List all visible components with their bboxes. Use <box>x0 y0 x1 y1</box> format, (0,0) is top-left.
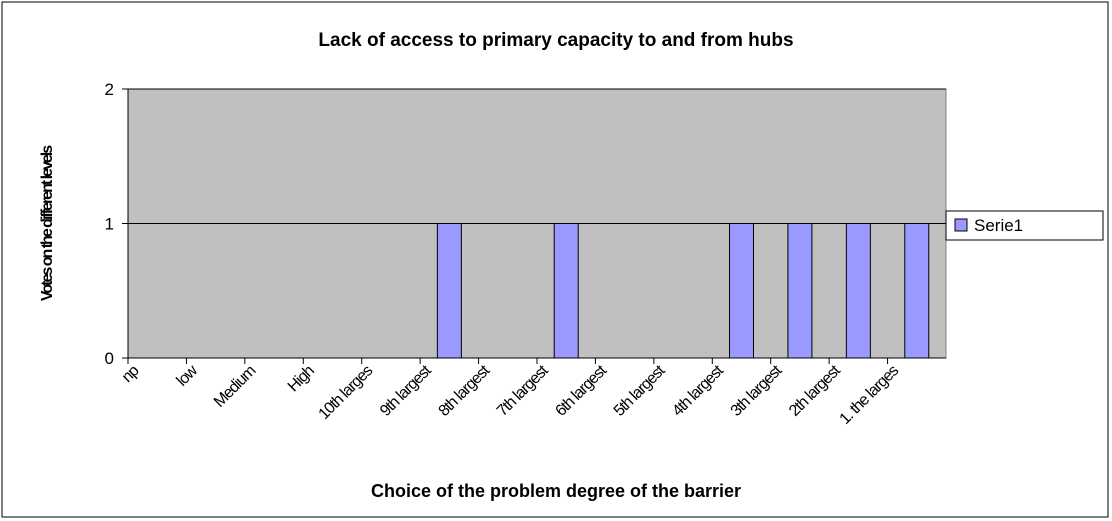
chart-title: Lack of access to primary capacity to an… <box>318 30 793 51</box>
legend: Serie1 <box>945 210 1104 241</box>
y-tick-label: 1 <box>105 215 114 234</box>
y-tick-label: 0 <box>105 349 114 368</box>
bar <box>729 223 754 359</box>
bar <box>845 223 871 359</box>
y-axis-label: Votes on the different levels <box>39 145 56 301</box>
bar <box>787 223 813 359</box>
legend-label: Serie1 <box>974 216 1023 235</box>
legend-box <box>945 210 1104 241</box>
legend-swatch <box>954 218 968 232</box>
bar <box>904 223 930 359</box>
bar <box>553 223 579 359</box>
bar <box>436 223 462 359</box>
x-axis-label: Choice of the problem degree of the barr… <box>371 481 741 501</box>
y-tick-label: 2 <box>105 80 114 99</box>
